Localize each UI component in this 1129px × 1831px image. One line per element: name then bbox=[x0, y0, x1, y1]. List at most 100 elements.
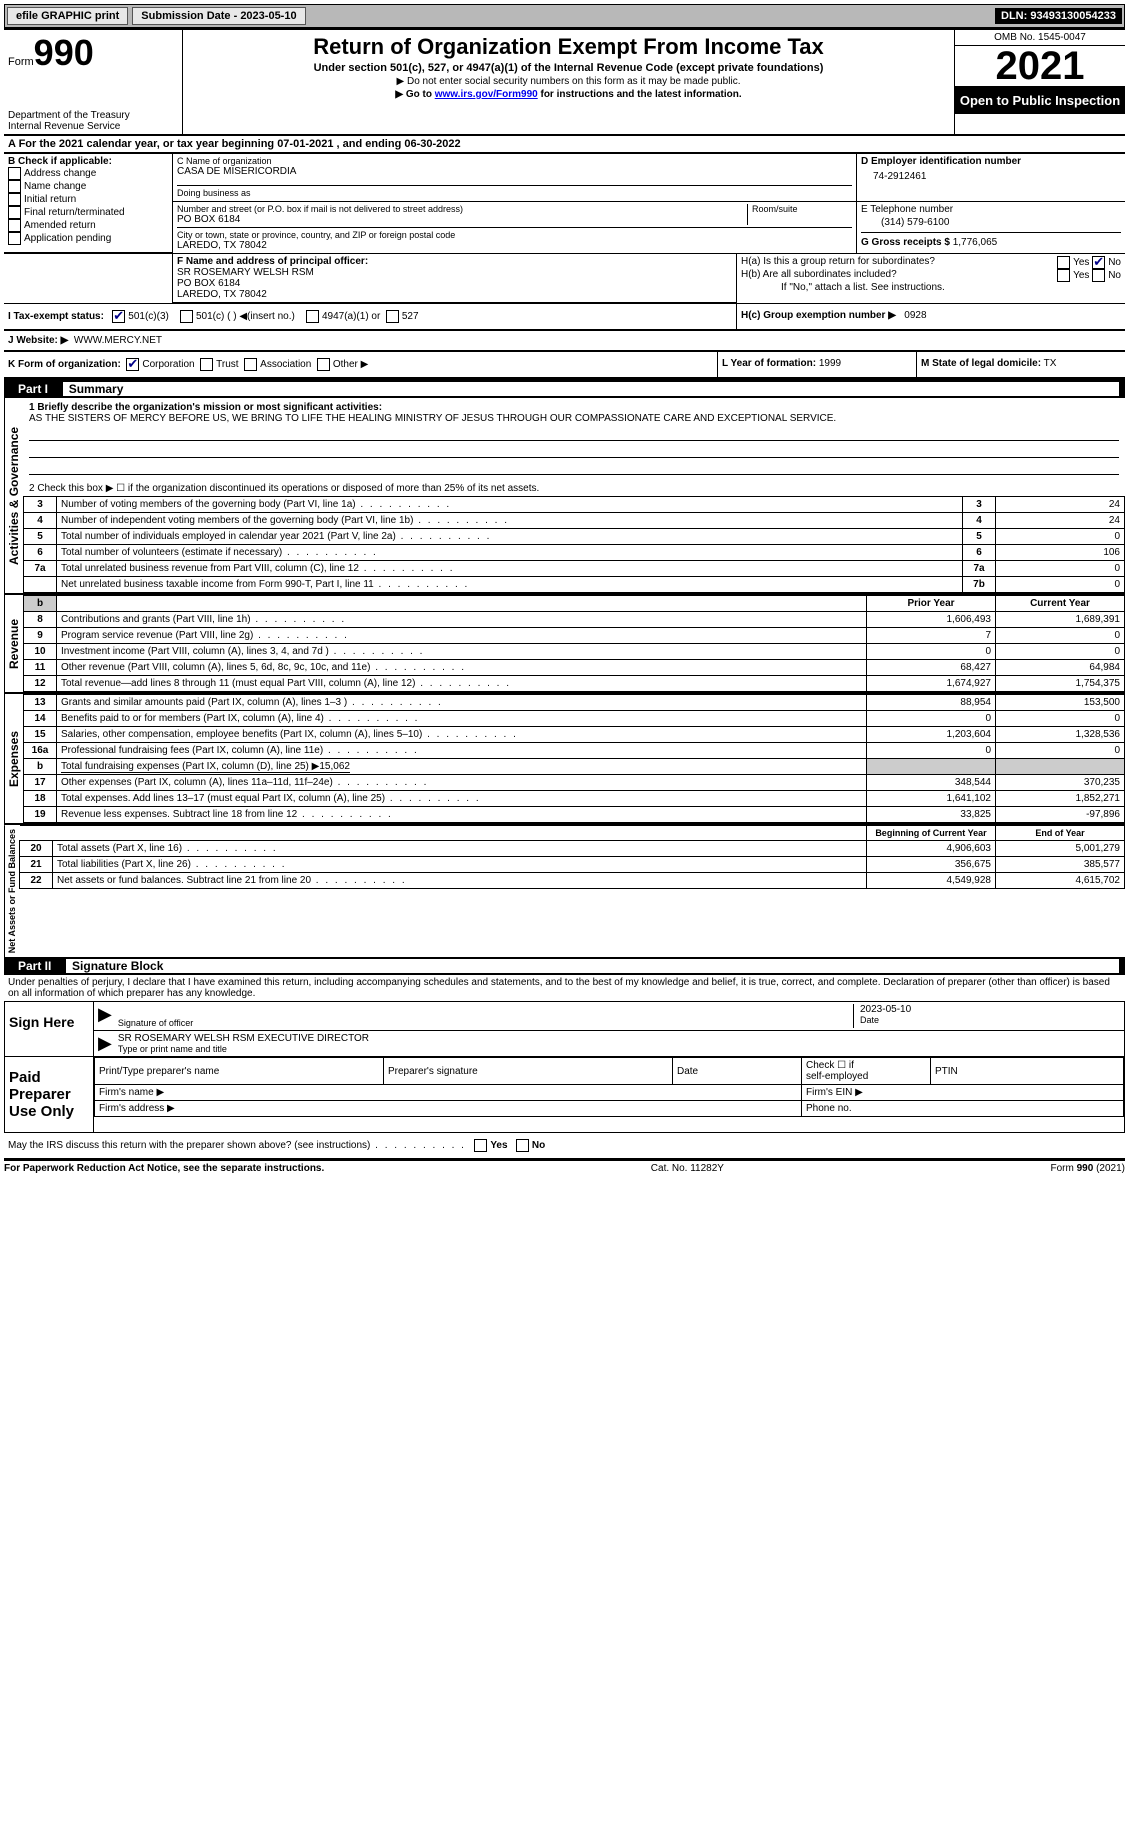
trust-checkbox[interactable] bbox=[200, 358, 213, 371]
officer-street: PO BOX 6184 bbox=[177, 278, 732, 289]
website-value: WWW.MERCY.NET bbox=[74, 335, 162, 346]
discuss-yes-checkbox[interactable] bbox=[474, 1139, 487, 1152]
amended-return-checkbox[interactable] bbox=[8, 219, 21, 232]
4947-checkbox[interactable] bbox=[306, 310, 319, 323]
street-label: Number and street (or P.O. box if mail i… bbox=[177, 204, 747, 214]
firm-name-label: Firm's name ▶ bbox=[95, 1085, 802, 1101]
state-domicile-label: M State of legal domicile: bbox=[921, 358, 1041, 369]
side-revenue: Revenue bbox=[4, 595, 23, 692]
sig-name-value: SR ROSEMARY WELSH RSM EXECUTIVE DIRECTOR bbox=[118, 1033, 1120, 1044]
self-employed-label: Check ☐ ifself-employed bbox=[802, 1058, 931, 1085]
hb-no-checkbox[interactable] bbox=[1092, 269, 1105, 282]
form-org-label: K Form of organization: bbox=[8, 359, 121, 370]
ha-no-checkbox[interactable] bbox=[1092, 256, 1105, 269]
top-bar: efile GRAPHIC print Submission Date - 20… bbox=[4, 4, 1125, 28]
other-checkbox[interactable] bbox=[317, 358, 330, 371]
city-value: LAREDO, TX 78042 bbox=[177, 240, 852, 251]
address-change-checkbox[interactable] bbox=[8, 167, 21, 180]
sig-name-label: Type or print name and title bbox=[118, 1044, 1120, 1054]
gross-receipts-value: 1,776,065 bbox=[953, 237, 998, 248]
line-a-tax-year: A For the 2021 calendar year, or tax yea… bbox=[4, 134, 1125, 152]
website-label: J Website: ▶ bbox=[8, 335, 68, 346]
room-label: Room/suite bbox=[752, 204, 852, 214]
telephone-label: E Telephone number bbox=[861, 204, 1121, 215]
penalties-text: Under penalties of perjury, I declare th… bbox=[4, 975, 1125, 1001]
preparer-sig-label: Preparer's signature bbox=[384, 1058, 673, 1085]
application-pending-checkbox[interactable] bbox=[8, 232, 21, 245]
sig-arrow-icon-2: ▶ bbox=[98, 1033, 112, 1054]
tax-exempt-label: I Tax-exempt status: bbox=[8, 311, 104, 322]
governance-table: 3Number of voting members of the governi… bbox=[23, 496, 1125, 593]
form-title: Return of Organization Exempt From Incom… bbox=[191, 34, 946, 60]
open-public-badge: Open to Public Inspection bbox=[955, 87, 1125, 114]
paperwork-notice: For Paperwork Reduction Act Notice, see … bbox=[4, 1163, 324, 1174]
ein-value: 74-2912461 bbox=[861, 167, 1121, 182]
street-value: PO BOX 6184 bbox=[177, 214, 747, 225]
irs-label: Internal Revenue Service bbox=[8, 121, 178, 132]
paid-preparer-label: Paid Preparer Use Only bbox=[5, 1057, 94, 1132]
501c3-checkbox[interactable] bbox=[112, 310, 125, 323]
phone-label: Phone no. bbox=[802, 1101, 1124, 1117]
part-2-header: Part II Signature Block bbox=[4, 957, 1125, 975]
hb-note: If "No," attach a list. See instructions… bbox=[741, 282, 1121, 293]
year-formation-label: L Year of formation: bbox=[722, 358, 816, 369]
ssn-note: ▶ Do not enter social security numbers o… bbox=[191, 76, 946, 87]
hc-label: H(c) Group exemption number ▶ bbox=[741, 310, 896, 321]
side-activities-governance: Activities & Governance bbox=[4, 398, 23, 593]
discuss-line: May the IRS discuss this return with the… bbox=[4, 1133, 1125, 1159]
side-expenses: Expenses bbox=[4, 694, 23, 823]
sig-date-label: Date bbox=[860, 1015, 1120, 1025]
officer-name: SR ROSEMARY WELSH RSM bbox=[177, 267, 732, 278]
part-1-header: Part I Summary bbox=[4, 380, 1125, 398]
hc-value: 0928 bbox=[904, 310, 926, 321]
name-change-checkbox[interactable] bbox=[8, 180, 21, 193]
preparer-date-label: Date bbox=[673, 1058, 802, 1085]
expenses-table: 13Grants and similar amounts paid (Part … bbox=[23, 694, 1125, 823]
form-number: Form990 bbox=[8, 32, 178, 74]
line-2-discontinued: 2 Check this box ▶ ☐ if the organization… bbox=[23, 481, 1125, 496]
form-footer-label: Form 990 (2021) bbox=[1051, 1163, 1125, 1174]
cat-number: Cat. No. 11282Y bbox=[651, 1163, 724, 1174]
sig-arrow-icon: ▶ bbox=[98, 1004, 112, 1028]
final-return-checkbox[interactable] bbox=[8, 206, 21, 219]
association-checkbox[interactable] bbox=[244, 358, 257, 371]
city-label: City or town, state or province, country… bbox=[177, 230, 852, 240]
discuss-no-checkbox[interactable] bbox=[516, 1139, 529, 1152]
form-subtitle: Under section 501(c), 527, or 4947(a)(1)… bbox=[191, 62, 946, 74]
sign-here-section: Sign Here ▶ Signature of officer 2023-05… bbox=[4, 1001, 1125, 1057]
org-name: CASA DE MISERICORDIA bbox=[177, 166, 852, 177]
telephone-value: (314) 579-6100 bbox=[861, 215, 1121, 232]
dept-treasury: Department of the Treasury bbox=[8, 110, 178, 121]
side-net-assets: Net Assets or Fund Balances bbox=[4, 825, 19, 957]
mission-label: 1 Briefly describe the organization's mi… bbox=[29, 402, 1119, 413]
form-header: Form990 Department of the Treasury Inter… bbox=[4, 28, 1125, 134]
sign-here-label: Sign Here bbox=[5, 1002, 94, 1056]
gross-receipts-label: G Gross receipts $ bbox=[861, 237, 950, 248]
initial-return-checkbox[interactable] bbox=[8, 193, 21, 206]
527-checkbox[interactable] bbox=[386, 310, 399, 323]
ptin-label: PTIN bbox=[931, 1058, 1124, 1085]
dln-label: DLN: 93493130054233 bbox=[995, 8, 1122, 24]
org-name-label: C Name of organization bbox=[177, 156, 852, 166]
mission-text: AS THE SISTERS OF MERCY BEFORE US, WE BR… bbox=[29, 413, 1119, 424]
irs-link[interactable]: www.irs.gov/Form990 bbox=[435, 89, 538, 100]
sig-date-value: 2023-05-10 bbox=[860, 1004, 1120, 1015]
submission-date-button[interactable]: Submission Date - 2023-05-10 bbox=[132, 7, 305, 25]
firm-ein-label: Firm's EIN ▶ bbox=[802, 1085, 1124, 1101]
goto-note: ▶ Go to www.irs.gov/Form990 for instruct… bbox=[191, 89, 946, 100]
box-b: B Check if applicable: Address change Na… bbox=[4, 154, 173, 254]
firm-address-label: Firm's address ▶ bbox=[95, 1101, 802, 1117]
hb-label: H(b) Are all subordinates included? bbox=[741, 269, 1057, 282]
501c-checkbox[interactable] bbox=[180, 310, 193, 323]
preparer-name-label: Print/Type preparer's name bbox=[95, 1058, 384, 1085]
ha-yes-checkbox[interactable] bbox=[1057, 256, 1070, 269]
tax-year: 2021 bbox=[955, 46, 1125, 87]
officer-label: F Name and address of principal officer: bbox=[177, 256, 732, 267]
efile-print-button[interactable]: efile GRAPHIC print bbox=[7, 7, 128, 25]
corporation-checkbox[interactable] bbox=[126, 358, 139, 371]
page-footer: For Paperwork Reduction Act Notice, see … bbox=[4, 1159, 1125, 1174]
ha-label: H(a) Is this a group return for subordin… bbox=[741, 256, 1057, 269]
sig-officer-label: Signature of officer bbox=[118, 1018, 853, 1028]
hb-yes-checkbox[interactable] bbox=[1057, 269, 1070, 282]
state-domicile-value: TX bbox=[1044, 358, 1057, 369]
